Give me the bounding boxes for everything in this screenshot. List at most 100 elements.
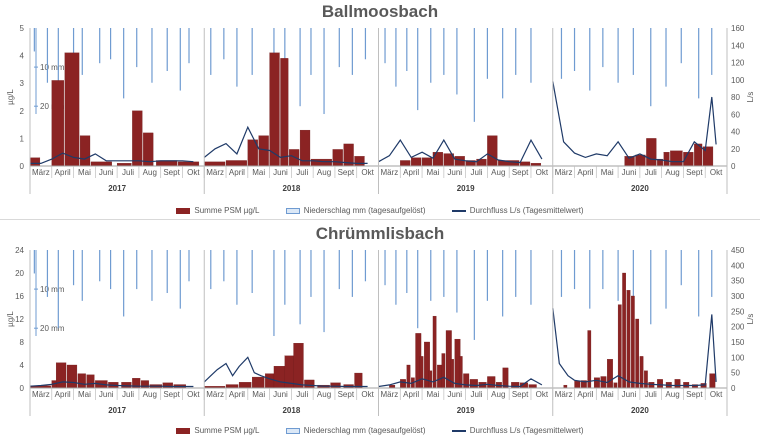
flow-line: [30, 152, 194, 164]
psm-bar: [400, 379, 406, 389]
month-label: März: [32, 168, 50, 177]
month-label: Mai: [78, 390, 91, 399]
psm-bar: [29, 157, 41, 167]
psm-bar: [411, 157, 422, 167]
month-label: Juli: [471, 168, 483, 177]
chart-plot-chruemmlisbach: 0 4 8 12 16 20 24 0 50 100 150 200 250 300 350 400 450 µg…: [6, 246, 755, 416]
y2-tick-label: 300: [731, 292, 745, 301]
psm-bar: [354, 372, 363, 389]
month-label: Sept: [163, 168, 180, 177]
month-label: März: [381, 390, 399, 399]
month-label: Juni: [447, 390, 462, 399]
psm-bar: [400, 160, 411, 167]
month-label: Juni: [99, 390, 114, 399]
psm-bar: [622, 272, 626, 389]
psm-bar: [64, 52, 80, 167]
month-label: Juni: [447, 168, 462, 177]
psm-bar: [66, 364, 78, 389]
month-label: Mai: [78, 168, 91, 177]
psm-bar: [421, 157, 433, 167]
y2-tick-label: 0: [731, 384, 736, 393]
month-label: April: [403, 390, 419, 399]
y2-tick-label: 350: [731, 277, 745, 286]
psm-bar: [502, 367, 509, 389]
y-tick-label: 20: [15, 269, 24, 278]
psm-bar: [511, 382, 520, 389]
month-label: Juli: [296, 390, 308, 399]
y2-tick-label: 250: [731, 307, 745, 316]
month-label: Juni: [273, 390, 288, 399]
month-label: Okt: [710, 390, 723, 399]
psm-bar: [454, 156, 465, 167]
psm-bar: [593, 377, 600, 389]
month-label: Sept: [163, 390, 180, 399]
y-tick-label: 5: [20, 24, 25, 33]
rain-scale-label: 10 mm: [40, 285, 65, 294]
legend-label-bars: Summe PSM µg/L: [194, 206, 260, 216]
rain-scale-label: 10 mm: [40, 63, 65, 72]
psm-bar: [607, 359, 613, 389]
month-label: Sept: [512, 168, 529, 177]
legend-label-bars: Summe PSM µg/L: [194, 426, 260, 436]
month-label: März: [381, 168, 399, 177]
legend-swatch-rain: [285, 208, 300, 215]
flow-line: [378, 376, 543, 388]
month-label: April: [229, 168, 245, 177]
y2-tick-label: 120: [731, 59, 745, 68]
legend-label-flow: Durchfluss L/s (Tagesmittelwert): [469, 206, 584, 216]
month-label: Okt: [710, 168, 723, 177]
month-label: Juli: [122, 168, 134, 177]
month-label: Juni: [99, 168, 114, 177]
y2-tick-label: 200: [731, 323, 745, 332]
psm-bar: [280, 58, 289, 167]
flow-line: [552, 81, 717, 163]
y-tick-label: 4: [20, 361, 25, 370]
month-label: Mai: [252, 390, 265, 399]
psm-bar: [635, 154, 646, 167]
psm-bar: [432, 152, 443, 167]
month-label: März: [32, 390, 50, 399]
month-label: März: [555, 390, 573, 399]
y2-tick-label: 100: [731, 76, 745, 85]
month-label: April: [577, 168, 593, 177]
psm-bar: [419, 356, 424, 389]
psm-bar: [332, 149, 343, 167]
psm-bar: [77, 373, 86, 389]
y2-tick-label: 60: [731, 110, 740, 119]
month-label: Aug: [665, 168, 679, 177]
psm-bar: [90, 161, 112, 167]
psm-bar: [528, 384, 537, 389]
month-label: Juni: [622, 390, 637, 399]
psm-bar: [310, 158, 332, 167]
month-label: Mai: [601, 390, 614, 399]
month-label: März: [206, 168, 224, 177]
month-label: Sept: [686, 390, 703, 399]
y2-axis-label: L/s: [746, 314, 755, 325]
legend-swatch-flow: [451, 210, 466, 213]
flow-line: [29, 381, 194, 388]
psm-bar: [55, 362, 67, 389]
psm-bar: [670, 150, 683, 167]
y-tick-label: 3: [20, 79, 25, 88]
y-tick-label: 24: [15, 246, 24, 255]
psm-bar: [289, 149, 300, 167]
month-label: April: [55, 168, 71, 177]
month-label: Mai: [601, 168, 614, 177]
month-label: Okt: [536, 168, 549, 177]
month-label: April: [55, 390, 71, 399]
psm-bar: [574, 380, 581, 389]
month-label: Juli: [645, 168, 657, 177]
y-axis-label: µg/L: [6, 89, 15, 105]
chart-title: Chrümmlisbach: [315, 224, 445, 243]
month-label: Mai: [427, 390, 440, 399]
month-label: Sept: [338, 168, 355, 177]
chart-panel-ballmoosbach: Ballmoosbach 0 1 2 3 4 5 0 20 40 60 80 100 120 140 160…: [0, 0, 760, 218]
year-label: 2019: [457, 184, 475, 193]
month-label: Sept: [512, 390, 529, 399]
psm-bar: [646, 138, 657, 167]
psm-bar: [428, 370, 433, 389]
psm-bar: [204, 161, 226, 167]
rain-scale-label: 20 mm: [40, 324, 65, 333]
psm-bar: [663, 152, 670, 167]
month-label: Sept: [338, 390, 355, 399]
